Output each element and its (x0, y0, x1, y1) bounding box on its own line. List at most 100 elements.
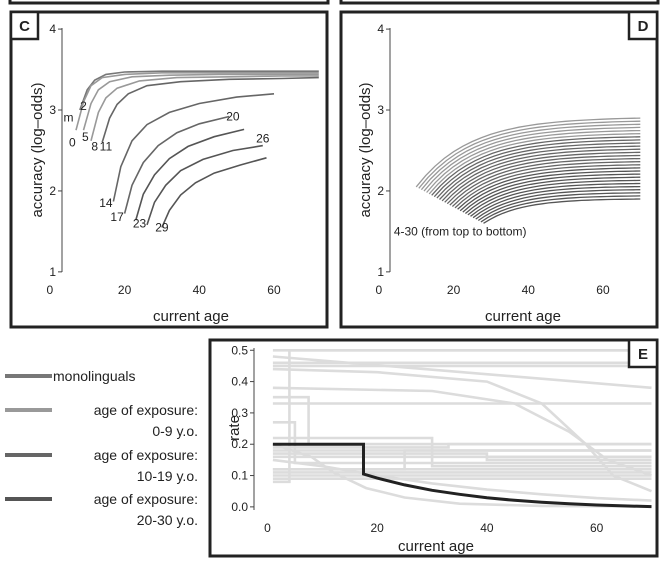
panel-d-curve-10 (431, 136, 641, 196)
panel-d-curve-4 (415, 117, 641, 188)
panel-c-curve-label: 0 (69, 135, 76, 149)
panel-d-x-title: current age (485, 308, 561, 325)
panel-d-curve-23 (464, 176, 641, 215)
panel-e-background-line-20 (272, 458, 652, 502)
panel-e-y-tick-label: 0.1 (231, 469, 248, 483)
panel-d-curve-15 (444, 151, 641, 203)
panel-c-curve-label: 2 (80, 99, 87, 113)
legend-age-10-19-label-2: 10-19 y.o. (137, 468, 198, 484)
clipped-panel-b-edge (339, 0, 660, 5)
panel-d-y-tick-label: 4 (377, 22, 384, 36)
panel-e-background-lines (272, 349, 652, 508)
panel-d-curve-14 (441, 148, 641, 202)
legend: monolinguals age of exposure: 0-9 y.o. a… (5, 368, 198, 528)
panel-e-background-line-19 (272, 442, 652, 508)
panel-d-curve-12 (436, 142, 641, 199)
legend-age-20-30-label-1: age of exposure: (94, 491, 198, 507)
panel-c-curve-6 (123, 115, 230, 214)
legend-monolinguals-label: monolinguals (53, 368, 136, 384)
panel-c-curve-1 (75, 72, 319, 131)
panel-e-y-tick-label: 0.3 (231, 406, 248, 420)
panel-c-curve-9 (161, 157, 267, 228)
panel-e-background-line-9 (272, 349, 652, 484)
panel-e-x-tick-label: 40 (480, 521, 494, 535)
panel-c-curve-4 (101, 76, 319, 143)
panel-d-curve-21 (459, 170, 641, 212)
panel-c-curve-label: 17 (110, 210, 124, 224)
panel-d-frame (339, 10, 659, 329)
panel-d-curve-17 (449, 157, 641, 206)
panel-c-curve-label: 20 (226, 110, 240, 124)
panel-d-curve-24 (467, 179, 641, 216)
panel-c-curve-2 (82, 73, 319, 131)
panel-e-x-tick-label: 0 (264, 521, 271, 535)
panel-d-y-tick-label: 2 (377, 184, 384, 198)
panel-c-curve-label: 11 (100, 139, 113, 153)
clipped-panel-a-edge (8, 0, 330, 5)
panel-d-curve-13 (439, 145, 641, 200)
legend-age-20-30-label-2: 20-30 y.o. (137, 512, 198, 528)
legend-age-0-9-label-2: 0-9 y.o. (152, 423, 198, 439)
panel-d-curve-27 (475, 189, 641, 220)
panel-d-x-ticks: 0 20 40 60 (376, 283, 610, 297)
panel-e-y-tick-label: 0.5 (231, 343, 248, 357)
panel-d-x-tick-label: 20 (447, 283, 461, 297)
panel-d-curve-29 (480, 195, 641, 223)
panel-e-background-line-8 (272, 421, 652, 465)
panel-d-tag: D (638, 18, 649, 35)
panel-c-x-tick-label: 60 (267, 283, 281, 297)
panel-e-y-ticks: 0.0 0.1 0.2 0.3 0.4 0.5 (231, 343, 254, 514)
panel-c-curve-3 (90, 75, 319, 142)
legend-age-10-19-label-1: age of exposure: (94, 447, 198, 463)
panel-d-curve-25 (470, 182, 641, 217)
panel-c-y-tick-label: 2 (49, 184, 56, 198)
panel-c-curve-label: 23 (133, 216, 147, 230)
panel-d-curve-19 (454, 164, 641, 209)
panel-c-y-tick-label: 3 (49, 103, 56, 117)
panel-d-y-ticks: 1 2 3 4 (377, 22, 390, 279)
panel-d-curve-9 (428, 133, 641, 195)
panel-c-x-title: current age (153, 308, 229, 325)
panel-c-x-tick-label: 40 (193, 283, 207, 297)
panel-d-curve-18 (451, 161, 641, 207)
panel-e-tag-box (627, 338, 659, 369)
panel-d-y-tick-label: 3 (377, 103, 384, 117)
panel-c-y-ticks: 1 2 3 4 (49, 22, 62, 279)
legend-age-0-9-label-1: age of exposure: (94, 402, 198, 418)
panel-e-tag: E (638, 346, 648, 363)
panel-d-curve-20 (457, 167, 641, 210)
panel-c-x-tick-label: 20 (118, 283, 132, 297)
panel-d-curve-26 (472, 185, 641, 219)
panel-c-curve-label: m (64, 110, 74, 124)
panel-e-y-tick-label: 0.0 (231, 500, 248, 514)
panel-d-annotation: 4-30 (from top to bottom) (394, 224, 527, 238)
panel-c-curve-label: 8 (91, 139, 98, 153)
panel-d: D 1 2 3 4 0 20 40 60 4-30 (from top to bottom)… (339, 10, 659, 329)
panel-e-y-tick-label: 0.2 (231, 437, 248, 451)
panel-e-x-title: current age (398, 538, 474, 555)
panel-c-curve-label: 26 (256, 131, 270, 145)
panel-d-curves (415, 117, 641, 224)
panel-d-curve-6 (420, 123, 641, 191)
panel-c-x-ticks: 0 20 40 60 (47, 283, 281, 297)
panel-d-y-tick-label: 1 (377, 265, 384, 279)
panel-c-curve-label: 5 (82, 130, 89, 144)
panel-d-curve-5 (418, 120, 641, 189)
panel-e: 0.0 0.1 0.2 0.3 0.4 0.5 0 20 40 60 E rate curren… (208, 338, 659, 558)
panel-d-y-title: accuracy (log–odds) (357, 82, 374, 217)
panel-e-y-tick-label: 0.4 (231, 375, 248, 389)
panel-c-tag: C (19, 18, 30, 35)
panel-d-x-tick-label: 40 (522, 283, 536, 297)
panel-d-x-tick-label: 60 (596, 283, 610, 297)
panel-e-y-title: rate (226, 415, 243, 441)
panel-d-x-tick-label: 0 (376, 283, 383, 297)
panel-e-background-line-10 (272, 436, 652, 468)
panel-c-tag-box (9, 10, 40, 41)
panel-e-x-tick-label: 60 (590, 521, 604, 535)
panel-d-curve-16 (446, 154, 641, 205)
panel-c-curve-7 (135, 128, 245, 221)
panel-c-frame (9, 10, 329, 329)
